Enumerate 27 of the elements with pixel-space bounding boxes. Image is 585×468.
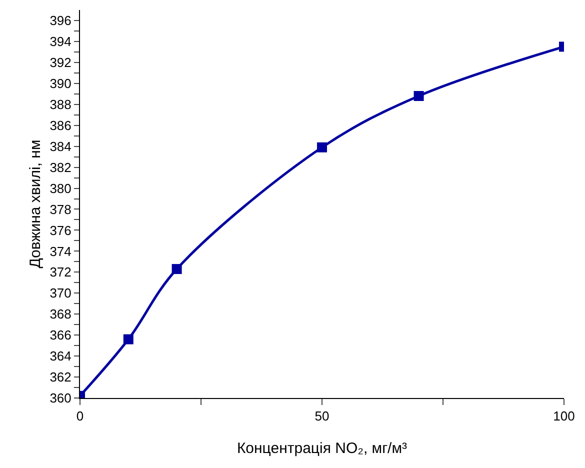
y-axis-title: Довжина хвилі, нм <box>27 140 44 268</box>
y-tick-label: 360 <box>50 390 72 406</box>
y-tick-label: 372 <box>50 264 72 280</box>
y-tick-label: 370 <box>50 286 72 301</box>
y-tick-label: 364 <box>50 348 72 364</box>
y-tick-label: 392 <box>50 54 72 70</box>
y-tick-label: 366 <box>50 328 72 343</box>
y-tick-label: 394 <box>50 34 72 50</box>
y-tick-label: 374 <box>50 244 72 259</box>
y-tick-label: 380 <box>50 180 72 196</box>
y-tick-label: 384 <box>50 138 72 154</box>
y-tick-label: 378 <box>50 202 72 217</box>
y-tick-label: 390 <box>50 76 72 91</box>
x-tick-label: 100 <box>553 408 575 424</box>
point <box>172 264 182 274</box>
x-tick-label: 50 <box>314 408 330 424</box>
point <box>414 90 424 101</box>
y-tick-label: 382 <box>50 160 72 175</box>
y-tick-label: 362 <box>50 370 72 385</box>
y-tick-label: 396 <box>50 13 72 28</box>
x-axis-title: Концентрація NO₂, мг/м³ <box>236 440 408 457</box>
point <box>317 142 327 152</box>
y-tick-label: 368 <box>50 306 72 322</box>
y-tick-label: 386 <box>50 118 72 133</box>
x-tick-label: 0 <box>76 408 84 424</box>
y-tick-label: 388 <box>50 96 72 112</box>
y-tick-label: 376 <box>50 222 72 238</box>
